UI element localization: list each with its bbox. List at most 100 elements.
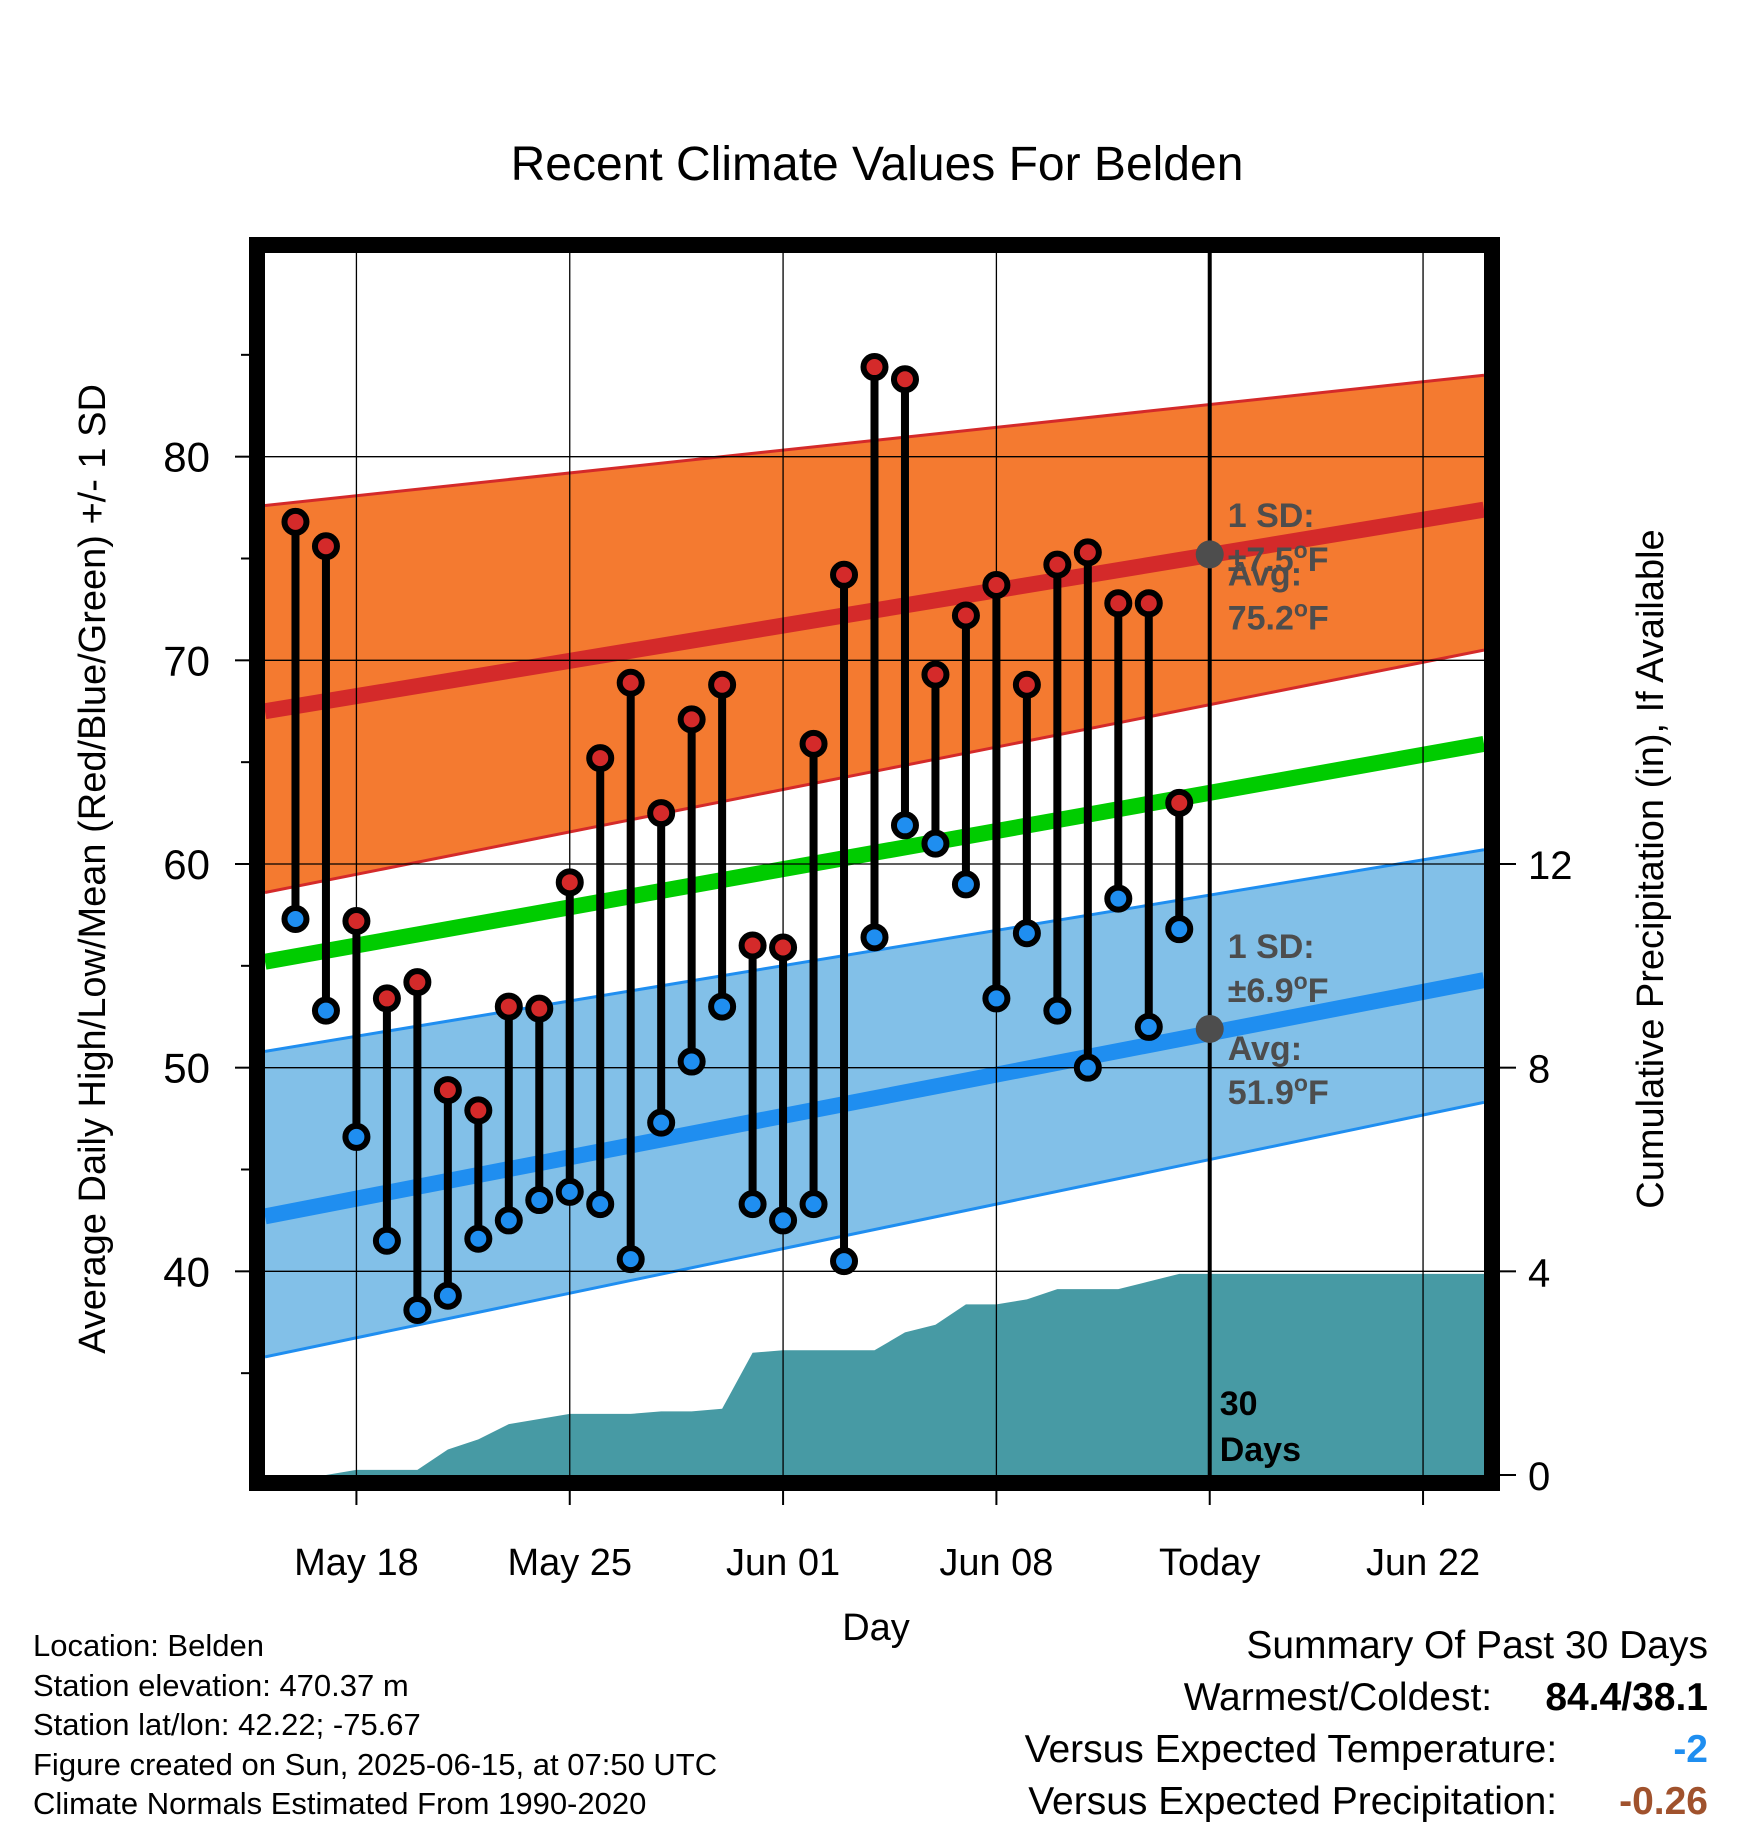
high-point xyxy=(372,984,401,1013)
low-point xyxy=(677,1047,706,1076)
low-point xyxy=(281,904,310,933)
high-point xyxy=(921,660,950,689)
high-point xyxy=(860,353,889,382)
high-avg-value: 75.2oF xyxy=(1228,595,1329,637)
high-point xyxy=(1012,670,1041,699)
low-point xyxy=(738,1190,767,1219)
high-point xyxy=(433,1076,462,1105)
high-point xyxy=(677,705,706,734)
warmest-coldest-value: 84.4/38.1 xyxy=(1545,1676,1708,1719)
summary-panel: Summary Of Past 30 Days Warmest/Coldest:… xyxy=(1025,1620,1708,1828)
y-tick-label: 70 xyxy=(163,637,210,684)
station-info: Location: Belden Station elevation: 470.… xyxy=(33,1626,717,1824)
high-point xyxy=(1165,788,1194,817)
summary-title: Summary Of Past 30 Days xyxy=(1246,1624,1708,1667)
high-point xyxy=(1043,550,1072,579)
plot-frame xyxy=(249,237,1500,1491)
high-point xyxy=(951,601,980,630)
low-point xyxy=(1043,996,1072,1025)
high-sd-value: ±7.5oF xyxy=(1228,537,1329,579)
high-avg-today-marker xyxy=(1195,540,1224,569)
x-tick-label: May 25 xyxy=(507,1542,632,1584)
low-avg-line xyxy=(265,972,1484,1225)
x-tick-label: Jun 01 xyxy=(726,1542,840,1584)
low-point xyxy=(403,1296,432,1325)
x-tick-label: Today xyxy=(1159,1542,1260,1584)
high-point xyxy=(342,907,371,936)
low-point xyxy=(951,870,980,899)
high-avg-label: Avg: xyxy=(1228,555,1302,593)
y-tick-label: 40 xyxy=(163,1248,210,1295)
low-normal-band-lower-edge xyxy=(265,1100,1484,1359)
y2-tick-label: 8 xyxy=(1528,1048,1550,1092)
low-point xyxy=(586,1190,615,1219)
high-point xyxy=(1073,538,1102,567)
low-point xyxy=(525,1186,554,1215)
high-point xyxy=(403,968,432,997)
low-point xyxy=(1104,884,1133,913)
low-point xyxy=(830,1247,859,1276)
high-point xyxy=(647,799,676,828)
low-point xyxy=(1012,919,1041,948)
low-point xyxy=(1134,1012,1163,1041)
high-point xyxy=(281,507,310,536)
low-point xyxy=(982,984,1011,1013)
high-sd-label: 1 SD: xyxy=(1228,497,1315,535)
chart-title: Recent Climate Values For Belden xyxy=(511,138,1244,191)
high-point xyxy=(830,560,859,589)
x-tick-label: Jun 22 xyxy=(1366,1542,1480,1584)
low-point xyxy=(1073,1053,1102,1082)
x-axis-label: Day xyxy=(842,1607,910,1649)
low-point xyxy=(769,1206,798,1235)
temp-vs-expected-value: -2 xyxy=(1673,1728,1708,1771)
y2-tick-label: 0 xyxy=(1528,1455,1550,1499)
low-point xyxy=(311,996,340,1025)
x-tick-label: Jun 08 xyxy=(939,1542,1053,1584)
high-point xyxy=(494,992,523,1021)
low-point xyxy=(647,1108,676,1137)
low-avg-label: Avg: xyxy=(1228,1030,1302,1068)
high-point xyxy=(525,994,554,1023)
high-point xyxy=(708,670,737,699)
location-text: Location: Belden xyxy=(33,1628,264,1663)
low-point xyxy=(464,1224,493,1253)
precip-vs-expected-label: Versus Expected Precipitation: xyxy=(1028,1780,1558,1823)
precip-vs-expected-row: Versus Expected Precipitation: -0.26 xyxy=(1025,1776,1708,1828)
y-tick-label: 80 xyxy=(163,434,210,481)
window-word-label: Days xyxy=(1220,1431,1301,1469)
high-point xyxy=(1134,589,1163,618)
low-sd-value: ±6.9oF xyxy=(1228,968,1329,1010)
high-point xyxy=(616,668,645,697)
created-text: Figure created on Sun, 2025-06-15, at 07… xyxy=(33,1746,718,1782)
high-point xyxy=(738,931,767,960)
low-point xyxy=(860,923,889,952)
low-point xyxy=(433,1281,462,1310)
warmest-coldest-label: Warmest/Coldest: xyxy=(1183,1676,1493,1719)
low-point xyxy=(921,829,950,858)
temp-vs-expected-label: Versus Expected Temperature: xyxy=(1024,1728,1558,1771)
high-point xyxy=(311,532,340,561)
high-point xyxy=(799,729,828,758)
y2-tick-label: 4 xyxy=(1528,1251,1550,1295)
high-point xyxy=(464,1096,493,1125)
high-point xyxy=(555,868,584,897)
low-point xyxy=(799,1190,828,1219)
window-number-label: 30 xyxy=(1220,1385,1258,1423)
x-tick-label: May 18 xyxy=(294,1542,419,1584)
precip-vs-expected-value: -0.26 xyxy=(1619,1780,1708,1823)
low-point xyxy=(342,1122,371,1151)
y2-tick-label: 12 xyxy=(1528,844,1573,888)
low-avg-value: 51.9oF xyxy=(1228,1070,1329,1112)
low-avg-today-marker xyxy=(1195,1014,1224,1043)
elevation-text: Station elevation: 470.37 m xyxy=(33,1667,409,1703)
low-sd-label: 1 SD: xyxy=(1228,928,1315,966)
low-point xyxy=(616,1245,645,1274)
low-point xyxy=(890,811,919,840)
y2-axis-label: Cumulative Precipitation (in), If Availa… xyxy=(1630,529,1672,1208)
high-point xyxy=(586,744,615,773)
high-point xyxy=(1104,589,1133,618)
low-point xyxy=(708,992,737,1021)
temp-vs-expected-row: Versus Expected Temperature: -2 xyxy=(1025,1724,1708,1776)
high-point xyxy=(769,933,798,962)
low-point xyxy=(1165,915,1194,944)
